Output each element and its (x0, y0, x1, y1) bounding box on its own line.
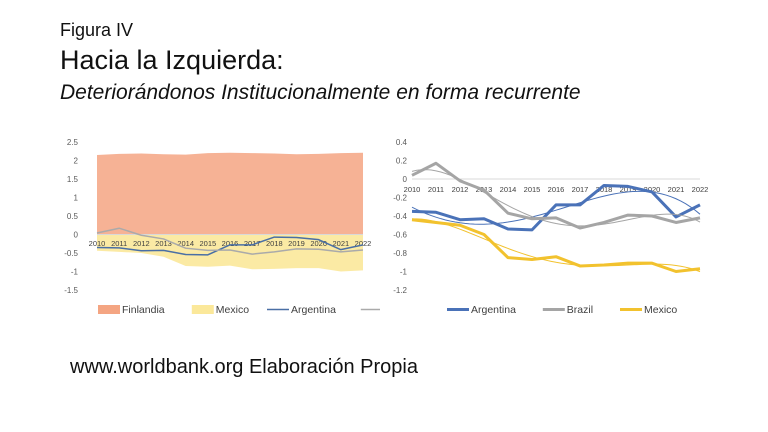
x-tick-label: 2016 (222, 239, 239, 248)
y-tick-label: -0.8 (393, 249, 407, 258)
x-tick-label: 2017 (244, 239, 261, 248)
y-tick-label: -1.2 (393, 286, 407, 295)
y-tick-label: -0.4 (393, 212, 407, 221)
y-tick-label: -1 (71, 268, 79, 277)
x-tick-label: 2020 (310, 239, 327, 248)
slide-subtitle: Deteriorándonos Institucionalmente en fo… (60, 81, 581, 104)
x-tick-label: 2016 (548, 185, 565, 194)
x-tick-label: 2012 (452, 185, 469, 194)
x-tick-label: 2022 (692, 185, 709, 194)
x-tick-label: 2021 (332, 239, 349, 248)
y-tick-label: 0 (403, 175, 408, 184)
line-mexico (411, 218, 701, 273)
legend-swatch-finlandia (98, 305, 120, 314)
y-tick-label: -0.5 (64, 249, 78, 258)
source-note: www.worldbank.org Elaboración Propia (70, 356, 418, 378)
figure-label: Figura IV (60, 20, 134, 40)
slide-title: Hacia la Izquierda: (60, 45, 284, 75)
trendline-mexico (411, 218, 701, 273)
y-tick-label: -0.2 (393, 194, 407, 203)
x-tick-label: 2020 (644, 185, 661, 194)
x-tick-label: 2018 (266, 239, 283, 248)
y-tick-label: 1 (74, 194, 79, 203)
x-tick-label: 2015 (199, 239, 216, 248)
y-tick-label: 0.2 (396, 157, 408, 166)
x-tick-label: 2010 (404, 185, 421, 194)
x-tick-label: 2014 (500, 185, 517, 194)
x-tick-label: 2019 (288, 239, 305, 248)
x-tick-label: 2017 (572, 185, 589, 194)
y-tick-label: 2.5 (67, 138, 79, 147)
x-tick-label: 2011 (428, 185, 444, 194)
x-tick-label: 2019 (620, 185, 637, 194)
x-tick-label: 2014 (177, 239, 194, 248)
legend-label-mexico: Mexico (216, 304, 249, 316)
y-tick-label: 2 (74, 157, 79, 166)
legend-label-argentina: Argentina (471, 304, 516, 316)
x-tick-label: 2022 (355, 239, 372, 248)
line-brazil (411, 161, 701, 230)
area-mexico (97, 234, 363, 272)
trendline-brazil (411, 169, 701, 227)
y-tick-label: 0.4 (396, 138, 408, 147)
line-brazil (96, 227, 364, 255)
x-tick-label: 2013 (155, 239, 172, 248)
y-tick-label: 0 (74, 231, 79, 240)
x-tick-label: 2015 (524, 185, 541, 194)
legend-label-argentina: Argentina (291, 304, 336, 316)
y-tick-label: 1.5 (67, 175, 79, 184)
x-tick-label: 2018 (596, 185, 613, 194)
x-tick-label: 2021 (668, 185, 685, 194)
area-chart-finlandia-comparison: 2.5 2 1.5 1 0.5 0 -0.5 -1 -1.5 2010 2011 2012 2013 20… (64, 138, 380, 316)
x-tick-label: 2010 (89, 239, 106, 248)
legend-swatch-mexico (191, 305, 214, 314)
y-tick-label: -0.6 (393, 231, 407, 240)
legend-label-mexico: Mexico (644, 304, 677, 316)
legend-label-finlandia: Finlandia (122, 304, 165, 316)
area-finlandia (97, 152, 363, 235)
x-tick-label: 2011 (111, 239, 127, 248)
line-chart-latam-trends: 0.4 0.2 0 -0.2 -0.4 -0.6 -0.8 -1 -1.2 2010 2011 201… (393, 138, 709, 316)
y-tick-label: -1 (400, 268, 408, 277)
legend-label-brazil: Brazil (567, 304, 593, 316)
y-tick-label: -1.5 (64, 286, 78, 295)
x-tick-label: 2012 (133, 239, 150, 248)
line-argentina (96, 236, 364, 256)
trendline-argentina (411, 190, 701, 225)
y-tick-label: 0.5 (67, 212, 79, 221)
